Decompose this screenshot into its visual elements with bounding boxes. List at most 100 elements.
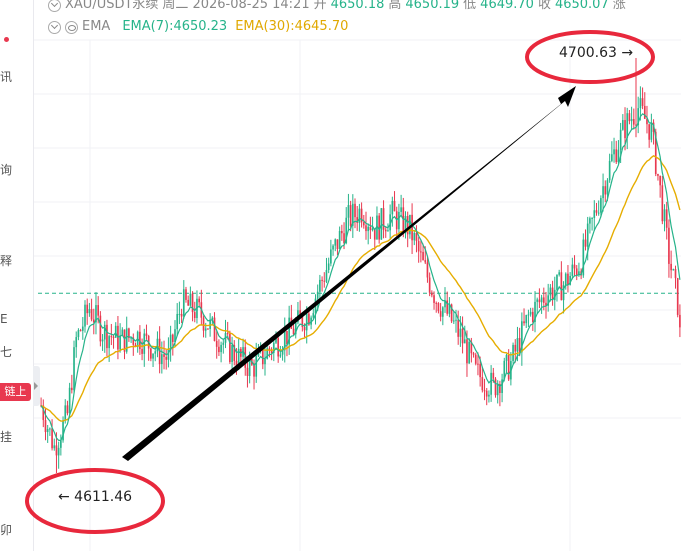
candle-body <box>103 324 106 340</box>
candle-body <box>117 325 119 350</box>
legend-ema30: EMA(30):4645.70 <box>235 19 349 34</box>
legend-low-value: 4649.70 <box>480 0 534 12</box>
candle-body <box>332 245 334 250</box>
candle-body <box>549 287 552 296</box>
candle-body <box>303 326 306 331</box>
candle-body <box>165 356 168 360</box>
candle-body <box>174 329 176 342</box>
rail-glyph-3[interactable]: 释 <box>0 254 13 268</box>
candle-body <box>356 217 359 223</box>
candle-body <box>591 217 593 219</box>
candle-body <box>288 317 290 345</box>
candle-body <box>560 272 563 301</box>
candle-body <box>518 338 521 353</box>
candle-body <box>593 210 596 218</box>
candle-body <box>582 239 585 276</box>
candle-body <box>73 347 75 391</box>
candle-body <box>439 311 442 317</box>
candle-body <box>534 301 536 322</box>
candle-body <box>369 226 372 231</box>
candle-body <box>53 445 56 449</box>
candle-body <box>81 326 84 331</box>
candle-body <box>595 210 598 213</box>
rail-glyph-6[interactable]: 挂 <box>0 430 13 444</box>
candle-body <box>523 321 525 324</box>
candle-body <box>376 215 378 240</box>
legend-open-value: 4650.18 <box>330 0 385 12</box>
rail-glyph-5[interactable]: 七 <box>0 345 13 359</box>
candle-body <box>604 186 607 195</box>
candle-body <box>222 342 225 345</box>
candle-body <box>325 270 328 282</box>
candle-body <box>237 348 240 367</box>
candle-body <box>244 347 247 368</box>
candle-body <box>108 336 110 349</box>
candle-body <box>531 311 534 322</box>
candle-body <box>512 344 514 362</box>
candle-body <box>608 160 611 181</box>
rail-glyph-7[interactable]: 卯 <box>0 523 13 537</box>
candle-body <box>351 203 354 226</box>
legend-high-value: 4650.19 <box>405 0 460 12</box>
candle-body <box>632 119 635 125</box>
candle-body <box>501 379 503 394</box>
candle-body <box>84 304 86 327</box>
candle-body <box>665 209 668 228</box>
low-price-label: ← 4611.46 <box>58 489 133 505</box>
candle-body <box>345 217 348 244</box>
candle-body <box>406 216 409 235</box>
candle-body <box>121 329 124 336</box>
candle-body <box>182 289 185 317</box>
candle-body <box>387 230 389 232</box>
candle-body <box>441 307 444 317</box>
candle-body <box>150 348 152 359</box>
rail-glyph-4[interactable]: E <box>0 312 8 326</box>
candle-body <box>64 405 67 421</box>
candle-body <box>88 309 91 314</box>
candle-body <box>191 293 194 313</box>
candle-body <box>615 149 618 163</box>
chain-badge[interactable]: 链上 <box>0 383 31 401</box>
candle-body <box>481 377 484 391</box>
candle-body <box>68 387 71 414</box>
candle-body <box>95 305 97 323</box>
candle-body <box>391 200 394 215</box>
left-rail: 讯 询 释 E 七 挂 卯 链上 <box>0 0 34 551</box>
candle-body <box>646 118 648 125</box>
candle-body <box>160 354 163 365</box>
candle-body <box>349 205 352 226</box>
candle-body <box>527 314 530 316</box>
rail-glyph-2[interactable]: 询 <box>0 163 13 177</box>
candle-body <box>422 251 424 261</box>
candle-body <box>670 263 672 271</box>
trend-arrow <box>122 86 576 461</box>
candle-body <box>215 340 218 347</box>
collapse-indicator-icon[interactable] <box>48 20 61 34</box>
candle-body <box>479 364 481 378</box>
rail-glyph-1[interactable]: 讯 <box>0 70 13 84</box>
candle-body <box>125 328 128 352</box>
candle-body <box>384 229 387 232</box>
candle-body <box>488 394 490 397</box>
candle-body <box>575 268 578 275</box>
candle-body <box>169 334 172 351</box>
candle-body <box>641 98 644 106</box>
candle-body <box>435 302 438 304</box>
candle-body <box>312 313 315 318</box>
candle-body <box>283 330 286 351</box>
candle-body <box>556 274 558 290</box>
candle-body <box>450 304 453 322</box>
candle-body <box>466 339 468 364</box>
legend-ema-row: EMA EMA(7):4650.23 EMA(30):4645.70 <box>48 18 352 36</box>
candle-body <box>663 209 666 222</box>
candle-body <box>626 113 629 139</box>
candle-body <box>420 251 422 253</box>
candle-body <box>308 313 310 325</box>
chevron-down-icon[interactable] <box>48 0 61 12</box>
eye-icon[interactable] <box>65 20 78 34</box>
candle-body <box>415 233 418 241</box>
candle-body <box>639 98 642 109</box>
candle-body <box>294 322 297 335</box>
collapse-panel-tab[interactable] <box>33 366 40 406</box>
